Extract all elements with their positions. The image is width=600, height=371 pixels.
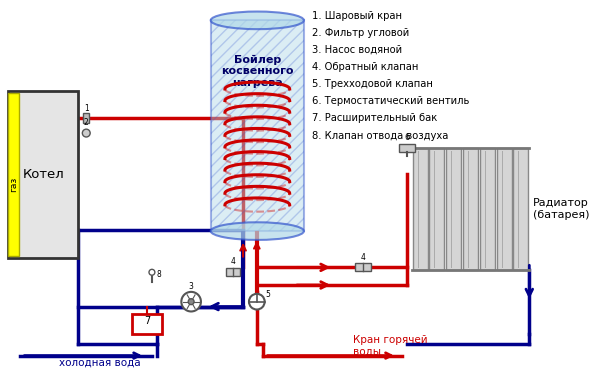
Text: 6. Термостатический вентиль: 6. Термостатический вентиль: [312, 96, 469, 106]
Circle shape: [82, 129, 90, 137]
Text: Радиатор
(батарея): Радиатор (батарея): [533, 198, 590, 220]
Circle shape: [249, 294, 265, 309]
Bar: [463, 148, 478, 270]
Bar: [8, 93, 19, 256]
Text: холодная вода: холодная вода: [59, 357, 140, 367]
Circle shape: [188, 299, 194, 305]
Text: 4: 4: [360, 253, 365, 262]
Text: газ: газ: [9, 177, 18, 192]
Text: Бойлер
косвенного
нагрева: Бойлер косвенного нагрева: [221, 55, 293, 88]
Bar: [430, 148, 445, 270]
Bar: [133, 314, 162, 334]
Text: Котел: Котел: [22, 168, 64, 181]
Text: 5: 5: [266, 290, 271, 299]
Bar: [8, 91, 79, 257]
Text: 3: 3: [189, 282, 194, 291]
Text: 8. Клапан отвода воздуха: 8. Клапан отвода воздуха: [312, 131, 448, 141]
Text: 7: 7: [144, 316, 150, 326]
Text: 7. Расширительный бак: 7. Расширительный бак: [312, 114, 437, 124]
Bar: [226, 268, 240, 276]
Text: 4. Обратный клапан: 4. Обратный клапан: [312, 62, 418, 72]
Text: 6: 6: [404, 133, 409, 142]
Text: Кран горячей
воды: Кран горячей воды: [353, 335, 427, 357]
Text: 2: 2: [84, 118, 89, 127]
Bar: [83, 114, 89, 123]
Circle shape: [181, 292, 201, 312]
Ellipse shape: [211, 12, 304, 29]
Bar: [413, 148, 428, 270]
Text: 4: 4: [231, 257, 236, 266]
Text: 1: 1: [84, 104, 89, 112]
Text: 1. Шаровый кран: 1. Шаровый кран: [312, 10, 402, 20]
Bar: [355, 263, 371, 271]
Bar: [480, 148, 495, 270]
Text: 3. Насос водяной: 3. Насос водяной: [312, 45, 402, 55]
Bar: [514, 148, 529, 270]
Bar: [497, 148, 512, 270]
Circle shape: [149, 269, 155, 275]
Text: 5. Трехходовой клапан: 5. Трехходовой клапан: [312, 79, 433, 89]
Ellipse shape: [211, 222, 304, 240]
Bar: [211, 20, 304, 231]
Text: 8: 8: [157, 270, 161, 279]
Bar: [211, 20, 304, 231]
Bar: [399, 144, 415, 152]
Text: 2. Фильтр угловой: 2. Фильтр угловой: [312, 28, 409, 38]
Bar: [446, 148, 461, 270]
